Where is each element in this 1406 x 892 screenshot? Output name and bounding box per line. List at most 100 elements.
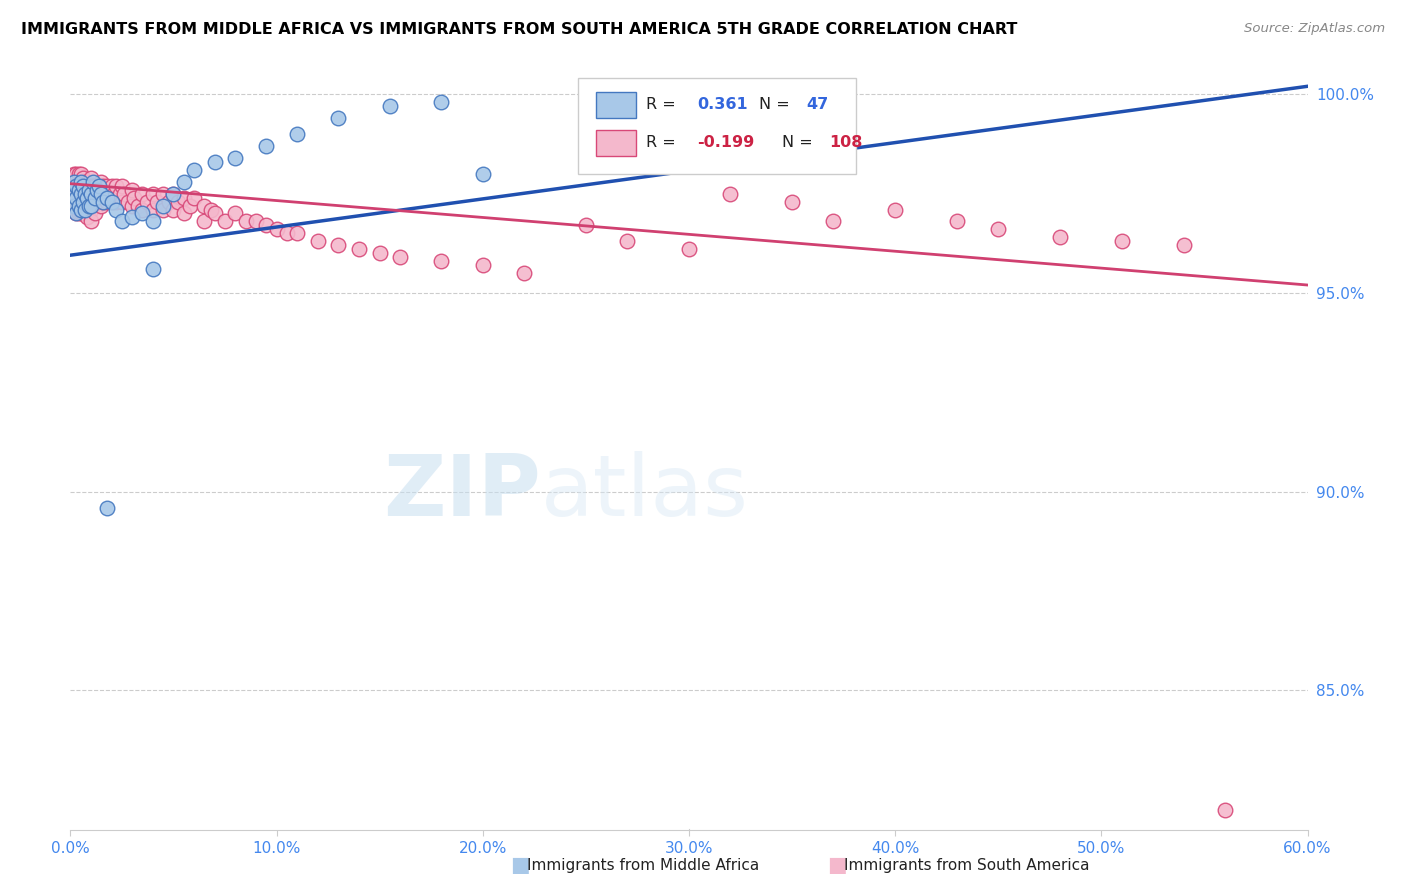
Point (204, 154, 226, 169)
Point (1213, 803, 1236, 817)
Point (142, 262, 165, 277)
Point (285, 227, 308, 241)
Point (84, 191, 107, 205)
Point (65, 191, 87, 205)
Point (127, 198, 149, 212)
Point (65, 191, 87, 205)
Point (63, 167, 86, 181)
Point (86, 183, 108, 197)
Point (987, 222, 1010, 236)
Point (152, 202, 174, 217)
Point (90, 186, 112, 201)
Point (73, 202, 96, 217)
Point (166, 194, 188, 209)
Point (96, 500, 118, 515)
Point (67, 191, 90, 205)
Point (90, 175, 112, 189)
Point (86, 194, 108, 209)
Point (245, 214, 267, 228)
Point (72, 206, 94, 220)
Point (65, 206, 87, 220)
Text: IMMIGRANTS FROM MIDDLE AFRICA VS IMMIGRANTS FROM SOUTH AMERICA 5TH GRADE CORRELA: IMMIGRANTS FROM MIDDLE AFRICA VS IMMIGRA… (21, 22, 1018, 37)
Point (76, 191, 98, 205)
Point (678, 242, 700, 256)
Point (63, 175, 86, 189)
Point (77, 178, 100, 193)
Point (73, 186, 96, 201)
Point (173, 206, 195, 220)
Text: Immigrants from South America: Immigrants from South America (844, 858, 1090, 872)
Point (108, 186, 131, 201)
Point (328, 238, 350, 252)
Point (254, 219, 277, 233)
Point (96, 191, 118, 205)
Point (82, 194, 104, 209)
Point (152, 186, 174, 201)
Point (1173, 238, 1195, 252)
Point (142, 202, 165, 217)
Point (100, 194, 122, 209)
Point (80, 198, 103, 212)
Point (60, 186, 83, 201)
Point (112, 186, 135, 201)
Point (67, 183, 90, 197)
Point (73, 175, 96, 189)
Point (69, 202, 91, 217)
Point (89, 178, 111, 193)
Text: ■: ■ (510, 855, 530, 875)
Point (173, 175, 195, 189)
Point (368, 246, 391, 260)
Point (575, 219, 598, 233)
Point (77, 183, 100, 197)
Point (235, 214, 257, 228)
Point (162, 186, 184, 201)
Point (80, 191, 103, 205)
Point (193, 198, 215, 212)
Point (616, 235, 638, 249)
Point (63, 178, 86, 193)
Point (378, 99, 401, 113)
Point (111, 178, 134, 193)
Text: ZIP: ZIP (382, 450, 540, 533)
Point (67, 206, 90, 220)
Point (430, 254, 453, 268)
Point (224, 151, 246, 165)
Point (117, 194, 139, 209)
Point (173, 191, 195, 205)
Point (80, 170, 103, 185)
Point (84, 178, 107, 193)
Point (67, 198, 90, 212)
Point (77, 191, 100, 205)
Point (76, 211, 98, 225)
Point (152, 198, 174, 212)
Point (104, 202, 127, 217)
Point (1049, 230, 1071, 244)
Point (72, 178, 94, 193)
Point (96, 178, 118, 193)
Point (69, 186, 91, 201)
Point (67, 178, 90, 193)
Point (91, 194, 114, 209)
Point (63, 194, 86, 209)
Point (69, 183, 91, 197)
Point (100, 178, 122, 193)
Point (823, 214, 845, 228)
Point (80, 214, 103, 228)
Text: Source: ZipAtlas.com: Source: ZipAtlas.com (1244, 22, 1385, 36)
Point (884, 202, 907, 217)
Point (60, 186, 83, 201)
Point (104, 194, 127, 209)
Point (63, 198, 86, 212)
Point (266, 222, 288, 236)
Point (65, 178, 87, 193)
Point (347, 242, 370, 256)
Point (69, 206, 91, 220)
Point (80, 178, 103, 193)
FancyBboxPatch shape (578, 78, 856, 174)
Point (121, 198, 143, 212)
Point (98, 186, 121, 201)
Point (157, 194, 180, 209)
Point (89, 178, 111, 193)
Point (214, 214, 236, 228)
Point (131, 206, 153, 220)
